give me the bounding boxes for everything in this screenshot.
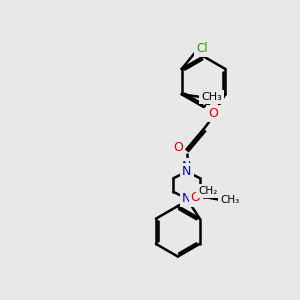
Text: Cl: Cl — [196, 42, 208, 55]
Text: O: O — [173, 141, 183, 154]
Text: N: N — [182, 192, 191, 205]
Text: CH₂: CH₂ — [198, 186, 217, 196]
Text: CH₃: CH₃ — [220, 195, 239, 205]
Text: O: O — [208, 107, 218, 120]
Text: N: N — [182, 160, 191, 173]
Text: N: N — [182, 165, 191, 178]
Text: O: O — [191, 190, 201, 204]
Text: CH₃: CH₃ — [201, 92, 222, 102]
